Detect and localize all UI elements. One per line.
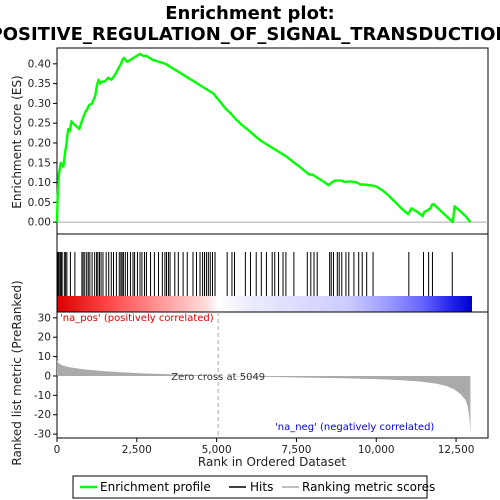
negative-correlation-label: 'na_neg' (negatively correlated) bbox=[275, 422, 434, 433]
es-y-tick-label: 0.00 bbox=[28, 217, 51, 229]
x-tick-label: 2,500 bbox=[122, 444, 152, 456]
x-tick-label: 0 bbox=[54, 444, 61, 456]
rm-y-tick-label: -30 bbox=[34, 429, 51, 441]
es-y-axis: 0.00 0.05 0.10 0.15 0.20 0.25 0.30 0.35 0.40 bbox=[28, 58, 57, 228]
zero-cross-label: Zero cross at 5049 bbox=[171, 372, 265, 383]
es-y-tick-label: 0.25 bbox=[28, 118, 51, 130]
enrichment-panel: 0.00 0.05 0.10 0.15 0.20 0.25 0.30 0.35 0.40 Enr… bbox=[10, 48, 488, 234]
positive-correlation-label: 'na_pos' (positively correlated) bbox=[60, 313, 214, 324]
es-y-tick-label: 0.20 bbox=[28, 137, 51, 149]
es-y-tick-label: 0.35 bbox=[28, 78, 51, 90]
rm-y-tick-label: 20 bbox=[38, 332, 51, 344]
es-y-tick-label: 0.15 bbox=[28, 157, 51, 169]
rm-y-tick-label: 30 bbox=[38, 312, 51, 324]
chart-title-line2: POSITIVE_REGULATION_OF_SIGNAL_TRANSDUCTI… bbox=[0, 24, 500, 45]
rm-y-tick-label: 0 bbox=[44, 370, 51, 382]
es-y-tick-label: 0.05 bbox=[28, 197, 51, 209]
ranked-metric-y-axis-label: Ranked list metric (PreRanked) bbox=[10, 280, 24, 465]
ranked-metric-y-axis: 30 20 10 0 -10 -20 -30 bbox=[34, 312, 57, 440]
legend: Enrichment profile Hits Ranking metric s… bbox=[73, 476, 435, 498]
chart-title-line1: Enrichment plot: bbox=[165, 3, 335, 24]
rm-y-tick-label: -10 bbox=[34, 390, 51, 402]
es-y-tick-label: 0.10 bbox=[28, 177, 51, 189]
rank-x-axis-label: Rank in Ordered Dataset bbox=[198, 455, 346, 469]
legend-ranking-label: Ranking metric scores bbox=[302, 480, 435, 494]
es-y-tick-label: 0.30 bbox=[28, 98, 51, 110]
rm-y-tick-label: 10 bbox=[38, 351, 51, 363]
legend-hits-label: Hits bbox=[250, 480, 273, 494]
es-y-axis-label: Enrichment score (ES) bbox=[10, 75, 24, 208]
x-tick-label: 12,500 bbox=[438, 444, 475, 456]
hits-panel bbox=[57, 234, 488, 312]
rm-y-tick-label: -20 bbox=[34, 409, 51, 421]
legend-enrichment-label: Enrichment profile bbox=[100, 480, 211, 494]
rank-color-bar bbox=[58, 296, 473, 312]
x-tick-label: 10,000 bbox=[358, 444, 395, 456]
es-y-tick-label: 0.40 bbox=[28, 58, 51, 70]
enrichment-plot-frame bbox=[57, 48, 488, 234]
rank-x-axis: 0 2,500 5,000 7,500 10,000 12,500 bbox=[54, 438, 475, 456]
